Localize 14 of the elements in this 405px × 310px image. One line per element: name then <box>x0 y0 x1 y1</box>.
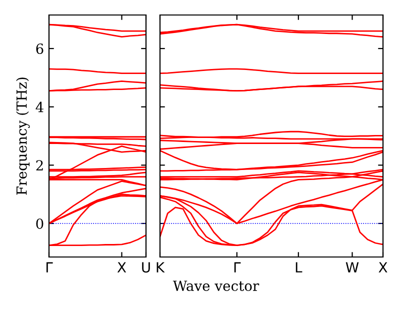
y-axis-title: Frequency (THz) <box>16 78 30 195</box>
y-tick-label: 2 <box>36 160 43 170</box>
x-tick-label: X <box>117 262 126 272</box>
x-tick-label: W <box>346 262 359 272</box>
y-tick-label: 4 <box>36 102 44 112</box>
x-tick-label: U <box>142 262 150 273</box>
x-tick-label: Γ <box>46 262 53 272</box>
x-tick-label: Γ <box>234 262 241 272</box>
x-tick-label: K <box>156 262 165 272</box>
x-axis-title: Wave vector <box>172 280 260 292</box>
y-tick-label: 6 <box>36 44 44 54</box>
x-tick-label: L <box>296 262 302 272</box>
x-tick-label: X <box>378 262 388 272</box>
y-tick-label: 0 <box>36 218 44 229</box>
